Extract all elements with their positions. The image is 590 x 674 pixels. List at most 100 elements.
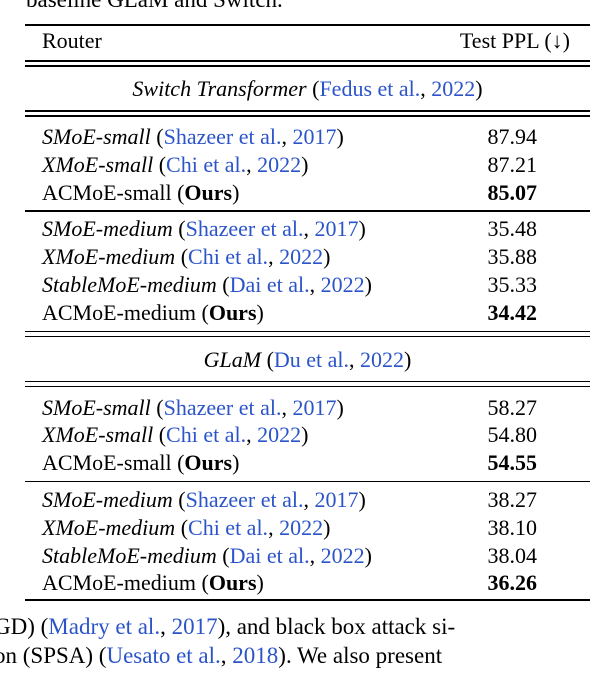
table-row: XMoE-small (Chi et al., 2022) 54.80 xyxy=(25,421,590,449)
test-ppl-value: 35.88 xyxy=(487,244,538,270)
section-header: Switch Transformer (Fedus et al., 2022) xyxy=(132,76,483,101)
citation-year-link[interactable]: 2022 xyxy=(257,422,302,448)
table-row: SMoE-medium (Shazeer et al., 2017) 35.48 xyxy=(25,215,590,243)
citation-year-link[interactable]: 2017 xyxy=(292,124,337,149)
citation-year-link[interactable]: 2018 xyxy=(232,643,279,669)
table-top-rule xyxy=(25,24,590,26)
citation-year-link[interactable]: 2022 xyxy=(431,76,476,101)
router-name: XMoE-medium (Chi et al., 2022) xyxy=(42,244,331,270)
citation-year-link[interactable]: 2017 xyxy=(171,614,218,640)
model-name: Switch Transformer xyxy=(132,76,307,101)
router-name: StableMoE-medium (Dai et al., 2022) xyxy=(42,272,372,297)
table-row: SMoE-medium (Shazeer et al., 2017) 38.27 xyxy=(25,486,590,514)
router-name: XMoE-small (Chi et al., 2022) xyxy=(42,422,309,448)
citation-author-link[interactable]: Chi et al. xyxy=(188,514,269,540)
section-rule-top-a xyxy=(25,330,590,333)
group-rule xyxy=(25,481,590,483)
router-name: SMoE-small (Shazeer et al., 2017) xyxy=(42,394,344,420)
test-ppl-column-header: Test PPL (↓) xyxy=(459,28,570,53)
citation-year-link[interactable]: 2022 xyxy=(279,244,324,270)
table-row: StableMoE-medium (Dai et al., 2022) 35.33 xyxy=(25,271,590,299)
citation-year-link[interactable]: 2022 xyxy=(320,272,365,297)
router-name: ACMoE-small (Ours) xyxy=(42,450,240,476)
citation-author-link[interactable]: Shazeer et al. xyxy=(163,394,282,420)
section-rule-bottom-b xyxy=(25,115,590,117)
table-row: ACMoE-medium (Ours) 36.26 xyxy=(25,569,590,597)
test-ppl-value: 87.21 xyxy=(487,151,538,177)
section-rule-top-a xyxy=(25,60,590,62)
table-row: ACMoE-small (Ours) 54.55 xyxy=(25,449,590,477)
router-name: ACMoE-medium (Ours) xyxy=(42,299,264,325)
test-ppl-value: 54.55 xyxy=(487,450,538,476)
citation-author-link[interactable]: Dai et al. xyxy=(229,272,310,297)
test-ppl-value: 35.33 xyxy=(487,272,538,297)
citation-author-link[interactable]: Shazeer et al. xyxy=(185,487,304,512)
section-rule-bottom-a xyxy=(25,380,590,383)
citation-author-link[interactable]: Fedus et al. xyxy=(319,76,421,101)
table-bottom-rule xyxy=(25,599,590,601)
router-model: XMoE-medium xyxy=(42,244,176,270)
test-ppl-value: 85.07 xyxy=(487,179,538,205)
test-ppl-value: 38.10 xyxy=(487,514,538,540)
citation-author-link[interactable]: Chi et al. xyxy=(166,422,247,448)
test-ppl-value: 38.04 xyxy=(487,542,538,568)
router-model: ACMoE-medium xyxy=(42,299,196,325)
table-row: ACMoE-small (Ours) 85.07 xyxy=(25,179,590,207)
router-name: SMoE-medium (Shazeer et al., 2017) xyxy=(42,216,366,242)
router-model: SMoE-small xyxy=(42,124,151,149)
test-ppl-value: 38.27 xyxy=(487,487,538,512)
section-rule-top-b xyxy=(25,65,590,67)
table-row: XMoE-small (Chi et al., 2022) 87.21 xyxy=(25,151,590,179)
body-text-line: on (SPSA) (Uesato et al., 2018). We also… xyxy=(0,643,443,669)
router-name: ACMoE-medium (Ours) xyxy=(42,570,264,596)
citation-author-link[interactable]: Dai et al. xyxy=(229,542,310,568)
test-ppl-value: 58.27 xyxy=(487,394,538,420)
router-model: XMoE-small xyxy=(42,151,154,177)
citation-year-link[interactable]: 2017 xyxy=(314,216,359,242)
router-model: SMoE-medium xyxy=(42,487,173,512)
ours-label: Ours xyxy=(184,450,233,476)
router-model: ACMoE-medium xyxy=(42,570,196,596)
citation-author-link[interactable]: Shazeer et al. xyxy=(185,216,304,242)
citation-author-link[interactable]: Chi et al. xyxy=(166,151,247,177)
table-row: XMoE-medium (Chi et al., 2022) 35.88 xyxy=(25,243,590,271)
test-ppl-value: 54.80 xyxy=(487,422,538,448)
ours-label: Ours xyxy=(208,299,257,325)
test-ppl-value: 87.94 xyxy=(487,124,538,149)
citation-author-link[interactable]: Shazeer et al. xyxy=(163,124,282,149)
table-row: ACMoE-medium (Ours) 34.42 xyxy=(25,299,590,327)
test-ppl-value: 36.26 xyxy=(487,570,538,596)
section-rule-bottom-a xyxy=(25,110,590,112)
table-row: StableMoE-medium (Dai et al., 2022) 38.04 xyxy=(25,542,590,570)
router-model: ACMoE-small xyxy=(42,450,172,476)
citation-year-link[interactable]: 2022 xyxy=(360,346,405,372)
router-name: StableMoE-medium (Dai et al., 2022) xyxy=(42,542,372,568)
ours-label: Ours xyxy=(184,179,233,205)
router-model: XMoE-small xyxy=(42,422,154,448)
caption-fragment: baseline GLaM and Switch. xyxy=(26,0,283,14)
citation-year-link[interactable]: 2017 xyxy=(292,394,337,420)
citation-author-link[interactable]: Chi et al. xyxy=(188,244,269,270)
section-rule-top-b xyxy=(25,335,590,338)
citation-year-link[interactable]: 2022 xyxy=(257,151,302,177)
router-model: XMoE-medium xyxy=(42,514,176,540)
router-column-header: Router xyxy=(42,28,102,53)
citation-year-link[interactable]: 2022 xyxy=(320,542,365,568)
citation-author-link[interactable]: Madry et al. xyxy=(48,614,161,640)
citation-year-link[interactable]: 2022 xyxy=(279,514,324,540)
table-header-row: Router Test PPL (↓) xyxy=(25,27,590,55)
citation-author-link[interactable]: Du et al. xyxy=(273,346,350,372)
router-model: SMoE-medium xyxy=(42,216,173,242)
model-name: GLaM xyxy=(203,346,262,372)
test-ppl-value: 35.48 xyxy=(487,216,538,242)
ours-label: Ours xyxy=(208,570,257,596)
router-model: ACMoE-small xyxy=(42,179,172,205)
table-row: SMoE-small (Shazeer et al., 2017) 58.27 xyxy=(25,394,590,422)
router-name: XMoE-small (Chi et al., 2022) xyxy=(42,151,309,177)
router-name: XMoE-medium (Chi et al., 2022) xyxy=(42,514,331,540)
section-header: GLaM (Du et al., 2022) xyxy=(203,346,412,372)
citation-year-link[interactable]: 2017 xyxy=(314,487,359,512)
router-name: SMoE-small (Shazeer et al., 2017) xyxy=(42,124,344,149)
section-rule-bottom-b xyxy=(25,385,590,388)
citation-author-link[interactable]: Uesato et al. xyxy=(106,643,221,669)
